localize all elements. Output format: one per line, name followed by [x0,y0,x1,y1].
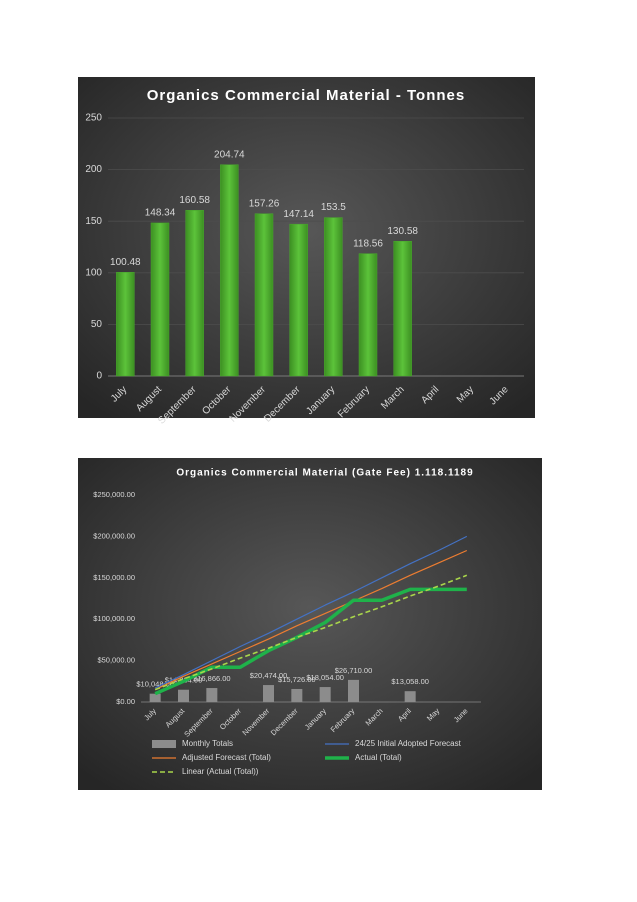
legend-label: 24/25 Initial Adopted Forecast [355,739,462,748]
data-label: 118.56 [353,238,383,249]
y-tick-label: $0.00 [116,697,135,706]
bar [185,210,204,377]
data-label: 100.48 [110,257,141,268]
bar [116,272,135,377]
y-tick-label: 100 [85,267,102,278]
y-tick-label: $250,000.00 [93,490,135,499]
chart-background [78,458,542,790]
data-label: $20,474.00 [250,671,288,680]
legend-label: Actual (Total) [355,753,402,762]
bar [206,688,218,702]
data-label: $18,054.00 [306,673,344,682]
data-label: 148.34 [145,208,176,219]
data-label: $16,866.00 [193,674,231,683]
bar [263,685,274,702]
line-series [154,549,468,691]
data-label: 157.26 [249,198,280,209]
y-tick-label: 250 [85,113,102,124]
bar [319,687,331,702]
bar [358,253,378,377]
y-tick-label: $150,000.00 [93,573,135,582]
data-label: 147.14 [283,209,314,220]
legend-label: Linear (Actual (Total)) [182,767,259,776]
data-label: $13,058.00 [391,677,429,686]
bar [404,691,416,702]
chart-title: Organics Commercial Material - Tonnes [147,87,465,104]
bar [291,688,303,702]
bar [220,164,239,377]
bar [150,222,170,377]
data-label: 204.74 [214,149,245,160]
y-tick-label: 50 [91,319,103,330]
bar [254,213,274,377]
legend-label: Adjusted Forecast (Total) [182,753,271,762]
legend-swatch [152,740,176,748]
bar [149,693,161,702]
y-tick-label: $100,000.00 [93,614,135,623]
bar [289,223,308,377]
bar [348,679,359,702]
line-series [154,574,468,691]
data-label: 130.58 [387,226,418,237]
data-label: $10,048.00 [136,680,174,689]
bar [393,240,412,377]
y-tick-label: $50,000.00 [97,656,135,665]
y-tick-label: $200,000.00 [93,531,135,540]
y-tick-label: 200 [85,164,102,175]
line-series [154,535,468,689]
legend-label: Monthly Totals [182,739,233,748]
line-series [154,587,467,696]
y-tick-label: 0 [96,371,102,382]
chart-title: Organics Commercial Material (Gate Fee) … [176,468,473,479]
data-label: 153.5 [321,202,346,213]
y-tick-label: 150 [85,216,102,227]
bar [178,689,189,702]
data-label: $15,726.00 [278,675,316,684]
data-label: $26,710.00 [335,666,373,675]
bar [324,217,343,377]
data-label: 160.58 [179,195,210,206]
